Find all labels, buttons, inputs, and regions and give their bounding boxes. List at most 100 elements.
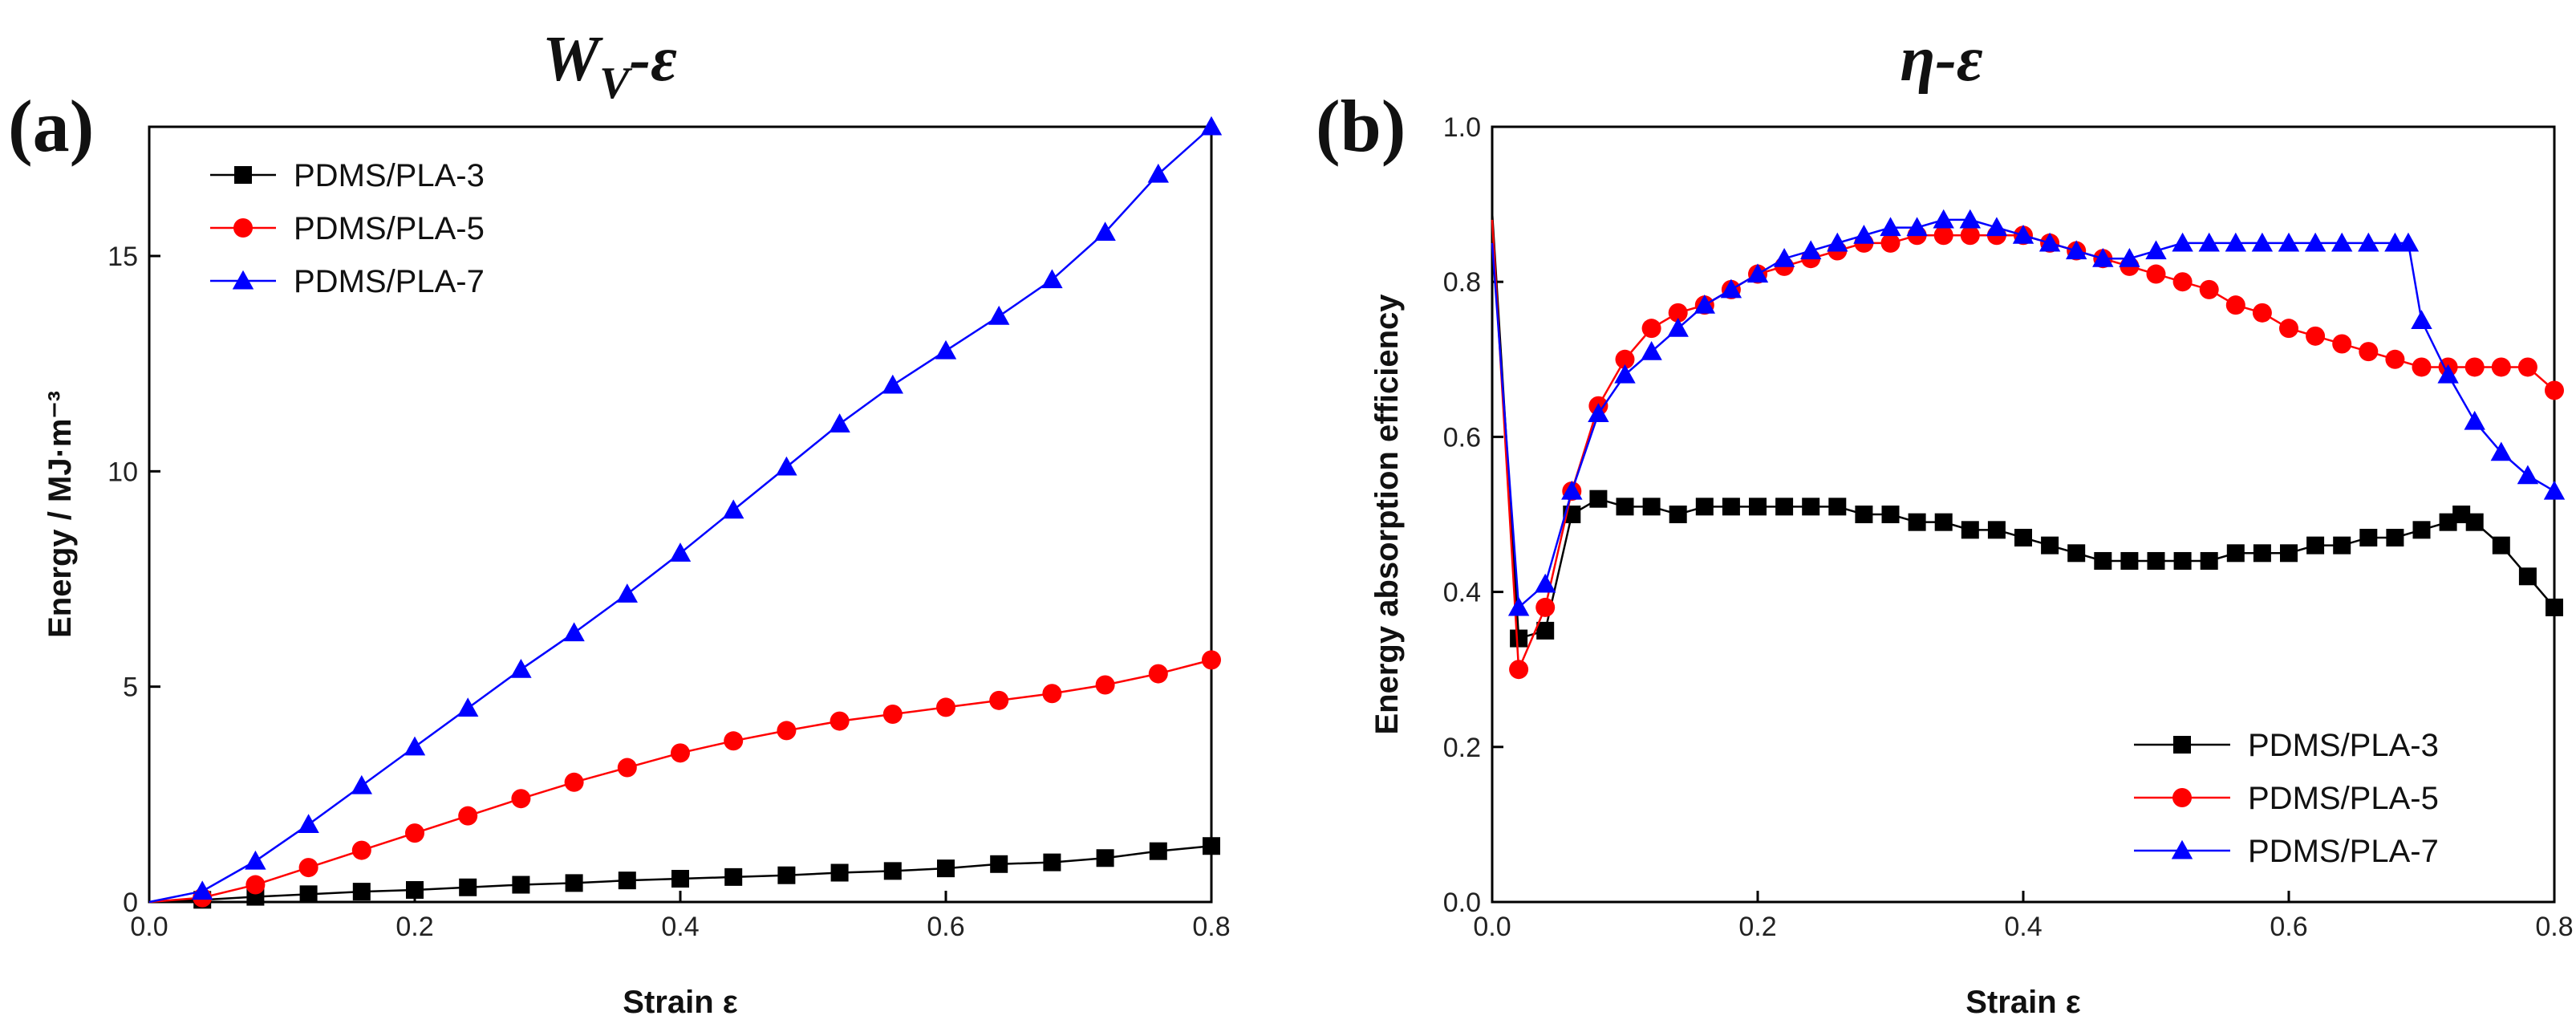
- data-point-series-2: [1095, 675, 1115, 695]
- data-point-series-2: [2491, 357, 2511, 377]
- data-point-series-2: [830, 711, 850, 731]
- data-point-series-2: [2545, 380, 2564, 400]
- data-point-series-3: [1614, 364, 1636, 384]
- data-point-series-2: [1535, 597, 1556, 617]
- y-tick-label: 0.2: [1443, 733, 1481, 763]
- data-point-series-1: [618, 871, 636, 890]
- data-point-series-1: [2359, 528, 2378, 546]
- data-point-series-2: [671, 743, 690, 763]
- data-point-series-1: [671, 870, 689, 888]
- panel-b-y-axis-label: Energy absorption efficiency: [1369, 294, 1405, 735]
- y-tick-label: 0: [123, 888, 138, 918]
- data-point-series-2: [1202, 650, 1221, 670]
- panel-a-title-sub: V: [599, 59, 633, 108]
- x-tick-label: 0.2: [1738, 912, 1776, 942]
- data-point-series-1: [1616, 498, 1634, 516]
- data-point-series-2: [458, 806, 478, 826]
- data-point-series-1: [2200, 551, 2218, 570]
- data-point-series-1: [2253, 544, 2271, 563]
- data-point-series-1: [2452, 506, 2471, 523]
- data-point-series-1: [2041, 536, 2059, 555]
- data-point-series-2: [724, 731, 744, 751]
- data-point-series-2: [1641, 319, 1661, 339]
- data-point-series-2: [1668, 303, 1688, 323]
- data-point-series-3: [935, 339, 957, 360]
- legend-label-2: PDMS/PLA-5: [294, 211, 485, 246]
- data-point-series-2: [1042, 684, 1062, 704]
- data-point-series-3: [1147, 163, 1169, 183]
- data-point-series-3: [2251, 232, 2274, 252]
- data-point-series-1: [2173, 551, 2192, 570]
- data-point-series-2: [2464, 357, 2485, 377]
- legend-label-2: PDMS/PLA-5: [2248, 781, 2439, 816]
- y-tick-label: 5: [123, 672, 138, 703]
- panel-a-title-main: W: [542, 24, 603, 95]
- data-point-series-1: [2439, 513, 2457, 531]
- data-point-series-1: [1749, 498, 1767, 516]
- y-tick-label: 1.0: [1443, 112, 1481, 143]
- panel-a-x-axis-label: Strain ε: [623, 985, 737, 1020]
- data-point-series-1: [2518, 567, 2537, 586]
- panel-a-ticks: 0.0 0.2 0.4 0.6 0.8 0 5 10 15: [108, 242, 1230, 942]
- data-point-series-1: [352, 883, 371, 901]
- data-point-series-2: [245, 875, 266, 895]
- data-point-series-1: [2306, 536, 2325, 555]
- data-point-series-2: [1615, 349, 1635, 369]
- data-point-series-1: [1855, 506, 1873, 523]
- panel-a-series: [148, 116, 1223, 909]
- legend-label-3: PDMS/PLA-7: [294, 264, 485, 299]
- data-point-series-1: [1589, 490, 1608, 508]
- data-point-series-1: [1149, 842, 1167, 860]
- data-point-series-2: [298, 858, 318, 878]
- data-point-series-3: [2012, 225, 2034, 244]
- data-point-series-3: [1827, 232, 1848, 252]
- data-point-series-3: [2038, 232, 2061, 252]
- data-point-series-2: [1933, 225, 1953, 246]
- panel-b-title-suffix: -ε: [1935, 24, 1983, 95]
- data-point-series-3: [2331, 232, 2353, 252]
- data-point-series-1: [883, 862, 902, 880]
- data-point-series-1: [2067, 544, 2086, 563]
- legend-label-1: PDMS/PLA-3: [294, 158, 485, 193]
- legend-marker-2: [233, 218, 253, 238]
- data-point-series-2: [405, 823, 424, 843]
- data-point-series-1: [1802, 498, 1820, 516]
- data-point-series-3: [1667, 317, 1689, 337]
- x-tick-label: 0.6: [927, 912, 964, 942]
- data-point-series-1: [830, 863, 849, 882]
- data-point-series-1: [2386, 528, 2404, 546]
- data-point-series-3: [1853, 225, 1875, 244]
- data-point-series-3: [2384, 232, 2406, 252]
- x-tick-label: 0.4: [2004, 912, 2042, 942]
- panel-a-title: WV-ε: [542, 24, 677, 108]
- data-point-series-2: [617, 758, 637, 778]
- legend-marker-2: [2172, 788, 2192, 807]
- panel-a-y-axis-label: Energy / MJ·m⁻³: [43, 391, 78, 638]
- data-point-series-3: [669, 542, 692, 562]
- data-point-series-1: [1934, 513, 1953, 531]
- panel-b-ticks: 0.0 0.2 0.4 0.6 0.8 0.0 0.2 0.4 0.6 0.8 1.0: [1443, 112, 2574, 942]
- legend-label-3: PDMS/PLA-7: [2248, 834, 2439, 869]
- data-point-series-3: [2145, 240, 2167, 260]
- legend-marker-3: [2171, 839, 2193, 859]
- data-point-series-3: [616, 583, 638, 603]
- data-point-series-1: [2147, 551, 2165, 570]
- data-point-series-1: [1043, 853, 1061, 871]
- data-point-series-1: [1510, 629, 1528, 648]
- data-point-series-3: [882, 374, 903, 394]
- data-point-series-3: [2517, 465, 2539, 485]
- legend-marker-3: [232, 270, 254, 290]
- data-point-series-3: [1507, 596, 1530, 616]
- data-point-series-3: [1906, 217, 1928, 237]
- data-point-series-2: [2252, 303, 2272, 323]
- data-point-series-2: [2172, 272, 2193, 292]
- data-point-series-3: [2490, 441, 2512, 461]
- legend-marker-1: [2173, 736, 2191, 754]
- panel-b: (b) η-ε 0.0 0.2 0.4 0.6 0.8 0.0 0.2 0.4 0.6 0.8 1.…: [1316, 24, 2574, 1020]
- y-tick-label: 10: [108, 457, 138, 487]
- data-point-series-3: [1773, 248, 1795, 267]
- data-point-series-1: [2280, 544, 2298, 563]
- data-point-series-3: [563, 622, 585, 642]
- data-point-series-3: [1880, 217, 1901, 237]
